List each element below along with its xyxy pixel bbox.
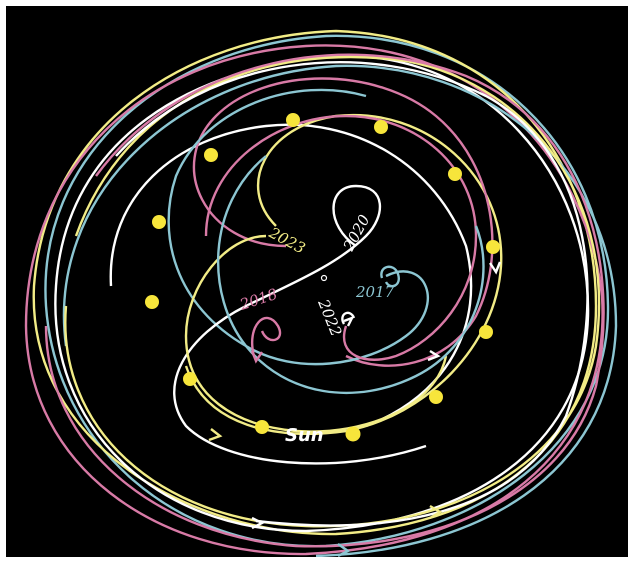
- curl-2017: [380, 265, 400, 288]
- year-label-2023: 2023: [265, 223, 308, 257]
- inner-loop-white: [109, 123, 473, 428]
- inner-loop-yellow: [184, 113, 503, 436]
- planet-dot: [152, 215, 166, 229]
- inner-loop-cyan-2: [216, 155, 485, 394]
- planet-dot: [374, 120, 388, 134]
- year-label-2018: 2018: [237, 285, 280, 314]
- inner-loop-pink: [192, 77, 494, 367]
- outer-orbit-cyan-2: [62, 64, 618, 557]
- orbit-diagram: 2023 2020 2018 2022 2017 Sun: [24, 29, 618, 557]
- planet-dot: [183, 372, 197, 386]
- outer-orbit-pink-1: [24, 44, 604, 556]
- planet-dots: [145, 113, 500, 442]
- inner-loop-pink-2: [204, 114, 478, 361]
- inner-loop-yellow-2: [184, 234, 448, 433]
- arrow-marker: [208, 428, 223, 442]
- outer-orbit-yellow-2: [64, 55, 601, 528]
- outer-orbit-white-2: [115, 61, 589, 527]
- planet-dot: [486, 240, 500, 254]
- year-label-2017: 2017: [355, 283, 395, 301]
- year-label-2022: 2022: [314, 296, 345, 339]
- outer-orbit-yellow-1: [32, 29, 598, 536]
- arrow-marker: [343, 315, 355, 327]
- diagram-frame: 2023 2020 2018 2022 2017 Sun: [6, 6, 628, 557]
- planet-dot: [255, 420, 269, 434]
- center-marker: [320, 274, 328, 282]
- sun-dot: [345, 426, 361, 442]
- inner-loop-cyan: [167, 88, 429, 366]
- planet-dot: [286, 113, 300, 127]
- arrow-marker: [250, 350, 263, 364]
- curl-2018: [251, 316, 282, 357]
- arrow-marker: [251, 516, 265, 530]
- arrow-marker: [429, 504, 443, 520]
- sun-label: Sun: [285, 425, 324, 446]
- planet-dot: [145, 295, 159, 309]
- curl-2022: [341, 311, 356, 325]
- arrow-marker: [337, 543, 351, 557]
- planet-dot: [479, 325, 493, 339]
- inner-loop-white-2: [173, 184, 427, 465]
- outer-orbit-pink-2: [44, 53, 605, 548]
- outer-orbit-cyan-1: [44, 34, 610, 548]
- planet-dot: [204, 148, 218, 162]
- planet-dot: [429, 390, 443, 404]
- arrow-marker: [489, 261, 502, 275]
- planet-dot: [448, 167, 462, 181]
- arrow-marker: [427, 349, 441, 362]
